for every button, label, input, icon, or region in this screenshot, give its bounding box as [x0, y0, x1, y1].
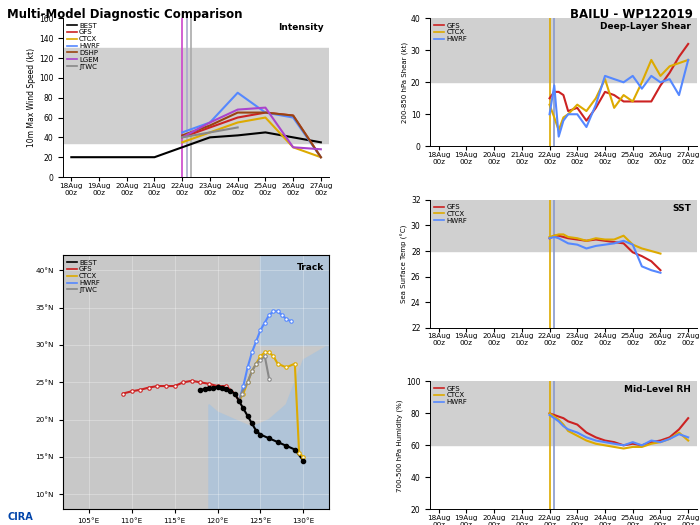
Text: Mid-Level RH: Mid-Level RH — [624, 385, 691, 394]
Polygon shape — [260, 255, 329, 345]
Y-axis label: 10m Max Wind Speed (kt): 10m Max Wind Speed (kt) — [27, 48, 36, 148]
Bar — [430, 382, 696, 445]
Text: Deep-Layer Shear: Deep-Layer Shear — [601, 22, 691, 31]
Bar — [430, 200, 696, 251]
Y-axis label: 700-500 hPa Humidity (%): 700-500 hPa Humidity (%) — [397, 399, 403, 491]
Bar — [63, 113, 329, 143]
Y-axis label: 200-850 hPa Shear (kt): 200-850 hPa Shear (kt) — [402, 41, 408, 123]
Polygon shape — [209, 345, 329, 509]
Polygon shape — [63, 255, 329, 509]
Legend: BEST, GFS, CTCX, HWRF, JTWC: BEST, GFS, CTCX, HWRF, JTWC — [66, 259, 101, 293]
Bar — [430, 18, 696, 82]
Text: Multi-Model Diagnostic Comparison: Multi-Model Diagnostic Comparison — [7, 8, 242, 21]
Text: BAILU - WP122019: BAILU - WP122019 — [570, 8, 693, 21]
Legend: GFS, CTCX, HWRF: GFS, CTCX, HWRF — [434, 22, 468, 43]
Text: CIRA: CIRA — [7, 512, 33, 522]
Text: Intensity: Intensity — [278, 23, 324, 32]
Text: SST: SST — [672, 204, 691, 213]
Text: Track: Track — [297, 263, 324, 272]
Legend: GFS, CTCX, HWRF: GFS, CTCX, HWRF — [434, 385, 468, 406]
Bar — [63, 48, 329, 113]
Legend: BEST, GFS, CTCX, HWRF, DSHP, LGEM, JTWC: BEST, GFS, CTCX, HWRF, DSHP, LGEM, JTWC — [66, 22, 101, 70]
Legend: GFS, CTCX, HWRF: GFS, CTCX, HWRF — [434, 203, 468, 224]
Y-axis label: Sea Surface Temp (°C): Sea Surface Temp (°C) — [401, 225, 408, 303]
